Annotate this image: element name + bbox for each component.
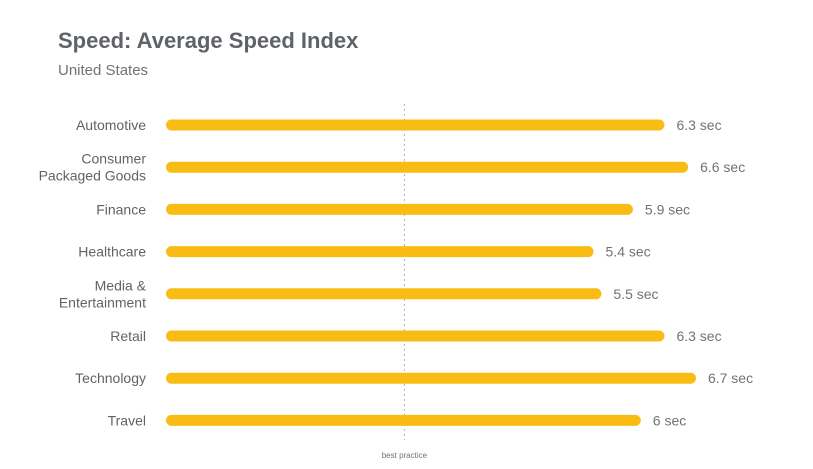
bar [166, 372, 696, 384]
chart-title: Speed: Average Speed Index [58, 28, 359, 53]
bar [166, 330, 665, 342]
value-label: 6.6 sec [700, 159, 745, 175]
category-label: Media & Entertainment [59, 277, 147, 310]
chart-subtitle: United States [58, 62, 149, 79]
bar [166, 161, 689, 173]
bar [166, 414, 641, 426]
value-label: 6 sec [653, 412, 686, 428]
value-label: 5.5 sec [613, 286, 658, 302]
bar [166, 119, 665, 131]
category-label: Automotive [76, 117, 146, 133]
category-label: Retail [110, 328, 146, 344]
bar [166, 288, 602, 300]
bar [166, 203, 633, 215]
category-label: Travel [108, 412, 146, 428]
value-label: 5.9 sec [645, 201, 690, 217]
category-label: Finance [96, 201, 146, 217]
value-label: 6.7 sec [708, 370, 753, 386]
best-practice-label: best practice [382, 451, 428, 460]
category-label: Consumer Packaged Goods [39, 151, 147, 184]
value-label: 6.3 sec [676, 117, 721, 133]
value-label: 6.3 sec [676, 328, 721, 344]
category-label: Healthcare [78, 244, 146, 260]
category-label: Technology [75, 370, 146, 386]
bar [166, 246, 594, 258]
value-label: 5.4 sec [606, 244, 651, 260]
